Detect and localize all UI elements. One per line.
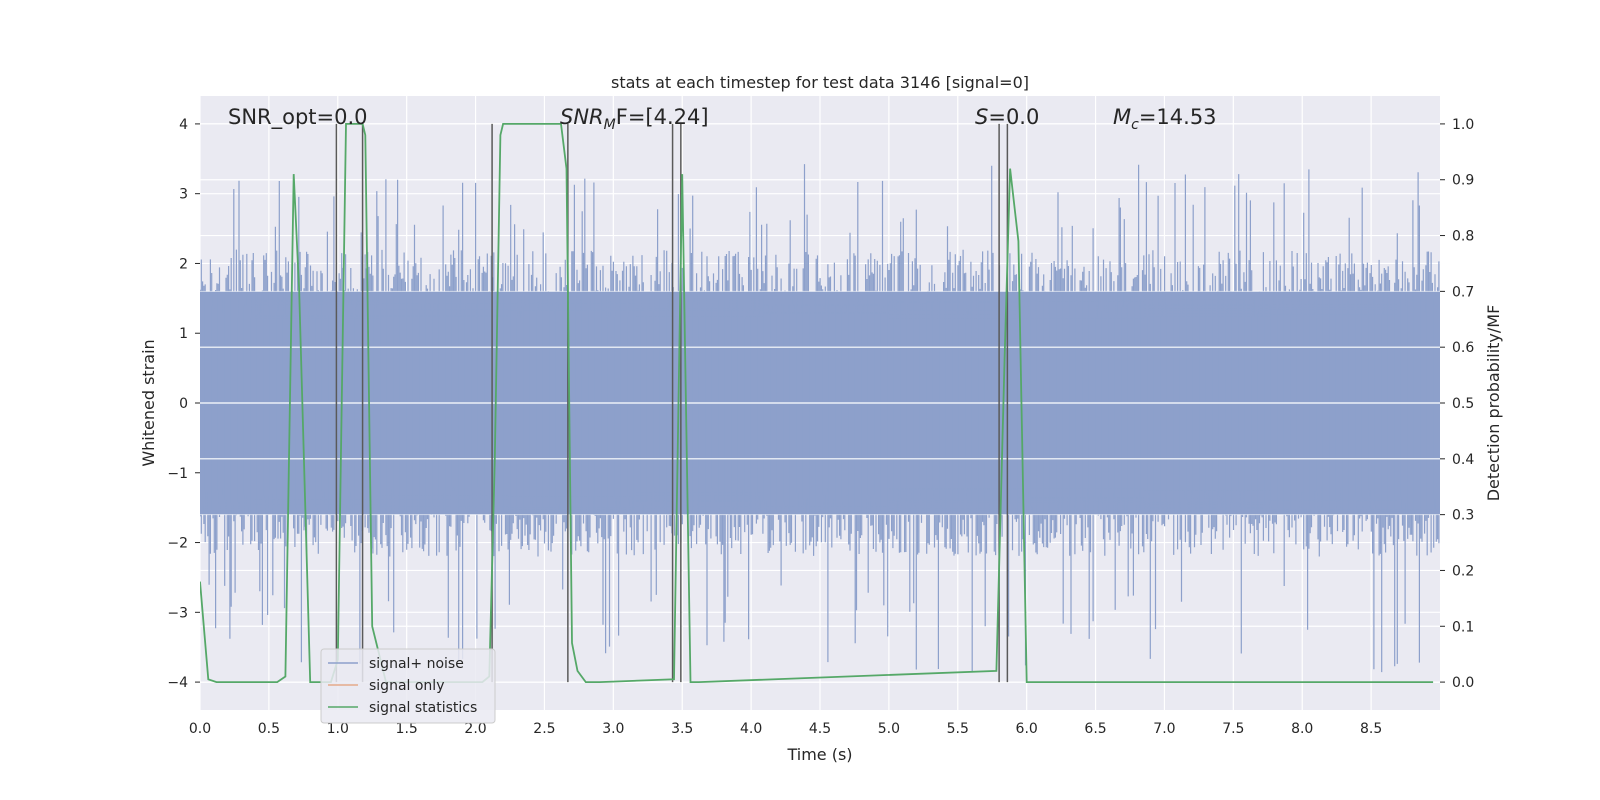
y-right-tick-label: 0.0 bbox=[1452, 675, 1474, 691]
x-tick-label: 1.5 bbox=[396, 721, 418, 737]
legend: signal+ noise signal only signal statist… bbox=[320, 648, 496, 724]
y-left-tick-label: −2 bbox=[167, 536, 188, 552]
y-right-axis-title: Detection probability/MF bbox=[1484, 305, 1503, 502]
x-tick-label: 4.5 bbox=[809, 721, 831, 737]
legend-label-signal-noise: signal+ noise bbox=[369, 656, 464, 672]
y-right-tick-label: 0.5 bbox=[1452, 396, 1474, 412]
chart-title: stats at each timestep for test data 314… bbox=[611, 73, 1029, 92]
annotation-s: S=0.0 bbox=[975, 105, 1039, 129]
x-tick-label: 1.0 bbox=[327, 721, 349, 737]
y-left-tick-label: 2 bbox=[179, 256, 188, 272]
annotation-snr-mf: SNRMF=[4.24] bbox=[560, 105, 709, 133]
y-left-tick-label: 4 bbox=[179, 117, 188, 133]
x-tick-label: 6.5 bbox=[1084, 721, 1106, 737]
y-left-axis-title: Whitened strain bbox=[139, 339, 158, 466]
annotation-mc: Mc=14.53 bbox=[1113, 105, 1217, 133]
x-tick-label: 8.5 bbox=[1360, 721, 1382, 737]
legend-box bbox=[320, 648, 496, 724]
annotation-snr-opt: SNR_opt=0.0 bbox=[228, 105, 368, 130]
y-left-tick-label: −3 bbox=[167, 605, 188, 621]
x-tick-label: 2.5 bbox=[533, 721, 555, 737]
y-left-tick-label: 3 bbox=[179, 187, 188, 203]
legend-label-signal-statistics: signal statistics bbox=[369, 700, 477, 716]
x-tick-label: 5.5 bbox=[947, 721, 969, 737]
y-right-tick-label: 0.4 bbox=[1452, 452, 1474, 468]
y-left-tick-label: 0 bbox=[179, 396, 188, 412]
y-right-tick-label: 0.1 bbox=[1452, 619, 1474, 635]
y-right-tick-label: 1.0 bbox=[1452, 117, 1474, 133]
x-tick-label: 4.0 bbox=[740, 721, 762, 737]
signal-statistics-series bbox=[200, 123, 1434, 683]
y-right-tick-label: 0.7 bbox=[1452, 284, 1474, 300]
vertical-marker-lines bbox=[335, 123, 1009, 683]
y-right-tick-label: 0.8 bbox=[1452, 229, 1474, 245]
x-axis-title: Time (s) bbox=[786, 745, 852, 764]
x-tick-label: 7.0 bbox=[1153, 721, 1175, 737]
x-tick-label: 3.0 bbox=[602, 721, 624, 737]
y-left-tick-label: 1 bbox=[179, 326, 188, 342]
x-tick-label: 3.5 bbox=[671, 721, 693, 737]
x-tick-label: 0.5 bbox=[258, 721, 280, 737]
y-left-tick-label: −4 bbox=[167, 675, 188, 691]
x-tick-label: 8.0 bbox=[1291, 721, 1313, 737]
signal-noise-series bbox=[200, 164, 1440, 673]
x-tick-label: 7.5 bbox=[1222, 721, 1244, 737]
tick-labels: 0.0 0.5 1.0 1.5 2.0 2.5 3.0 3.5 4.0 4.5 5.0 5.5 6.0 6… bbox=[167, 117, 1474, 737]
x-tick-label: 2.0 bbox=[464, 721, 486, 737]
y-right-tick-label: 0.6 bbox=[1452, 340, 1474, 356]
y-right-tick-label: 0.2 bbox=[1452, 563, 1474, 579]
x-tick-label: 0.0 bbox=[189, 721, 211, 737]
x-tick-label: 6.0 bbox=[1016, 721, 1038, 737]
x-tick-label: 5.0 bbox=[878, 721, 900, 737]
y-right-tick-label: 0.3 bbox=[1452, 508, 1474, 524]
signal-statistics-line bbox=[200, 123, 1434, 683]
y-left-tick-label: −1 bbox=[167, 466, 188, 482]
legend-label-signal-only: signal only bbox=[369, 678, 444, 694]
y-right-tick-label: 0.9 bbox=[1452, 173, 1474, 189]
